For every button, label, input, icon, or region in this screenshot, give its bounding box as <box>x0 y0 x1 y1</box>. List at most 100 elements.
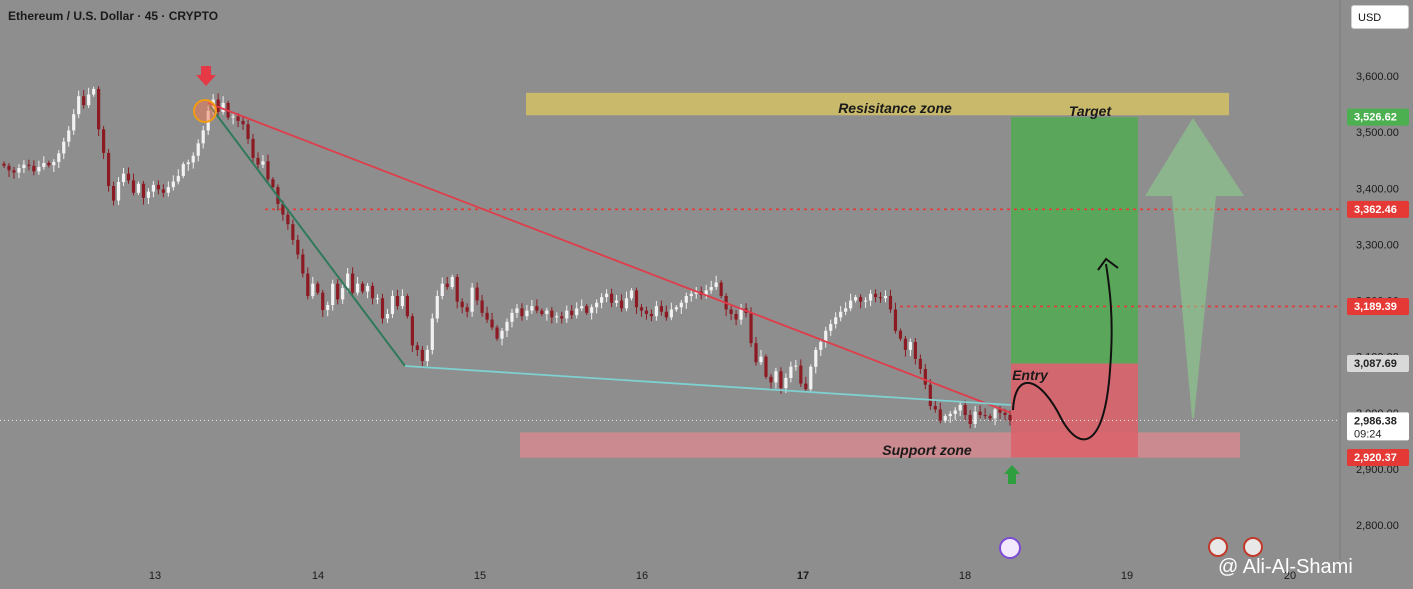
candle-body <box>555 316 559 318</box>
channel-line <box>209 105 406 367</box>
candle-body <box>460 301 464 308</box>
candle-body <box>116 182 121 201</box>
candle-body <box>196 143 200 156</box>
candle-body <box>714 282 718 288</box>
target-arrow-icon <box>1145 118 1244 418</box>
candle-body <box>17 168 21 173</box>
candle-body <box>32 165 36 172</box>
candle-body <box>42 162 46 167</box>
candle-body <box>694 291 698 294</box>
candle-body <box>181 164 185 176</box>
candle-body <box>963 404 967 415</box>
candle-body <box>47 162 51 166</box>
candle-body <box>873 293 878 298</box>
candle-body <box>893 309 898 331</box>
candle-body <box>97 88 101 130</box>
x-tick-label: 13 <box>149 570 161 582</box>
candle-body <box>395 296 400 307</box>
candle-body <box>659 306 663 312</box>
candle-body <box>241 120 245 125</box>
candle-body <box>913 342 917 359</box>
candle-body <box>649 313 654 317</box>
candle-body <box>326 304 330 311</box>
candle-body <box>445 283 449 288</box>
candle-body <box>62 141 66 154</box>
candle-body <box>809 366 813 390</box>
price-label-box <box>1347 355 1409 373</box>
candle-body <box>331 283 335 305</box>
y-tick-label: 2,900.00 <box>1356 464 1399 476</box>
candle-body <box>953 410 957 414</box>
candle-body <box>485 312 489 320</box>
candle-body <box>560 316 564 319</box>
price-label-box <box>1347 108 1409 126</box>
price-label-box <box>1347 297 1409 315</box>
candle-body <box>799 365 803 384</box>
candle-body <box>769 376 773 383</box>
candle-body <box>883 296 888 299</box>
entry-label: Entry <box>1012 367 1049 383</box>
candle-body <box>67 130 71 142</box>
candle-body <box>256 157 260 165</box>
candle-body <box>87 94 91 106</box>
candle-body <box>983 414 987 417</box>
candle-body <box>410 316 414 346</box>
candle-body <box>311 283 315 297</box>
candle-body <box>231 116 235 118</box>
price-axis[interactable] <box>1340 0 1413 589</box>
ai-assistant-icon[interactable] <box>999 537 1021 559</box>
candle-body <box>465 307 469 312</box>
currency-button[interactable]: USD <box>1351 5 1409 29</box>
candle-body <box>37 166 41 172</box>
candle-body <box>749 312 753 344</box>
candle-body <box>286 214 290 225</box>
candle-body <box>764 356 768 377</box>
x-tick-label: 14 <box>312 570 324 582</box>
candle-body <box>973 411 977 424</box>
candle-body <box>779 371 783 389</box>
us-flag-icon[interactable] <box>1208 537 1228 557</box>
candle-body <box>530 306 534 311</box>
candle-body <box>321 292 325 311</box>
candle-body <box>938 409 942 421</box>
candle-body <box>450 276 454 288</box>
us-flag-icon[interactable] <box>1243 537 1263 557</box>
candle-body <box>111 186 116 201</box>
candle-body <box>590 307 594 313</box>
candle-body <box>754 343 758 363</box>
candle-body <box>600 297 604 303</box>
candle-body <box>186 162 190 165</box>
candle-body <box>624 298 629 309</box>
price-label: 3,362.46 <box>1354 204 1397 216</box>
candle-body <box>27 164 31 166</box>
candle-body <box>7 165 11 171</box>
y-tick-label: 3,500.00 <box>1356 127 1399 139</box>
resistance-zone <box>526 92 1229 116</box>
candle-body <box>72 114 76 131</box>
candle-body <box>216 99 220 112</box>
candle-body <box>858 297 863 302</box>
candle-body <box>629 290 634 299</box>
candle-body <box>201 130 205 144</box>
candle-body <box>619 300 624 309</box>
entry-curve-arrowhead <box>1097 257 1119 271</box>
candle-body <box>515 308 519 313</box>
candle-body <box>385 313 390 319</box>
price-label: 3,189.39 <box>1354 301 1397 313</box>
y-tick-label: 3,400.00 <box>1356 183 1399 195</box>
candle-body <box>719 282 723 297</box>
target-box <box>1011 117 1138 364</box>
candle-body <box>455 276 459 302</box>
candle-body <box>301 254 305 274</box>
candle-body <box>550 310 554 318</box>
candle-body <box>878 297 883 299</box>
candle-body <box>176 175 180 182</box>
candle-body <box>709 287 713 291</box>
candle-body <box>390 296 395 314</box>
candle-body <box>958 404 962 411</box>
candle-body <box>281 203 285 215</box>
candle-body <box>470 287 474 312</box>
y-tick-label: 2,800.00 <box>1356 520 1399 532</box>
candle-body <box>535 306 539 311</box>
